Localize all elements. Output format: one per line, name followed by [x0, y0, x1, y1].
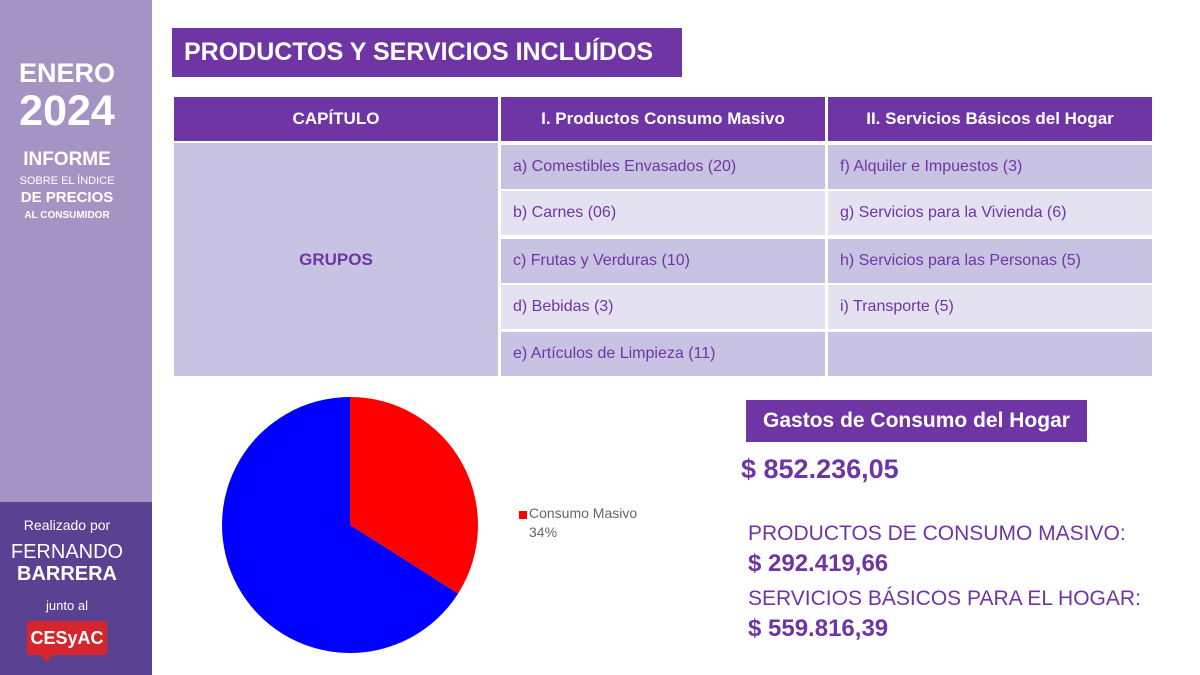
credits-label: Realizado por [23, 517, 111, 533]
consumption-pie-chart [221, 397, 478, 653]
report-label: INFORME [23, 149, 111, 170]
report-month: ENERO [18, 58, 116, 88]
pie-slice-other-1 [221, 397, 459, 653]
report-subtitle-1: SOBRE EL ÍNDICE [19, 175, 115, 187]
table-cell: f) Alquiler e Impuestos (3) [828, 145, 1152, 189]
header-productos: I. Productos Consumo Masivo [501, 97, 825, 141]
row-label-grupos: GRUPOS [174, 143, 498, 376]
author-first-name: FERNANDO [10, 541, 124, 563]
masivo-value: $ 292.419,66 [748, 550, 889, 577]
table-cell [828, 332, 1152, 376]
legend-label-consumo-masivo: Consumo Masivo [529, 505, 638, 521]
masivo-label: PRODUCTOS DE CONSUMO MASIVO: [748, 522, 1126, 545]
header-capitulo: CAPÍTULO [174, 97, 498, 141]
cesyac-logo: CESyAC [27, 621, 107, 655]
legend-swatch-consumo-masivo [519, 511, 527, 519]
page-title: PRODUCTOS Y SERVICIOS INCLUÍDOS [172, 28, 682, 77]
servicios-value: $ 559.816,39 [748, 615, 889, 642]
logo-tail-icon [40, 654, 54, 662]
table-cell: h) Servicios para las Personas (5) [828, 239, 1152, 283]
credits-with-label: junto al [46, 598, 88, 613]
table-cell: c) Frutas y Verduras (10) [501, 239, 825, 283]
table-cell: b) Carnes (06) [501, 191, 825, 235]
report-subtitle-3: AL CONSUMIDOR [24, 210, 110, 221]
report-subtitle-2: DE PRECIOS [20, 189, 114, 206]
table-cell: a) Comestibles Envasados (20) [501, 145, 825, 189]
pie-slice-consumo-masivo [350, 397, 478, 594]
author-last-name: BARRERA [17, 563, 117, 585]
table-cell: g) Servicios para la Vivienda (6) [828, 191, 1152, 235]
legend-pct-consumo-masivo: 34% [529, 524, 558, 540]
table-cell: d) Bebidas (3) [501, 285, 825, 329]
table-cell: e) Artículos de Limpieza (11) [501, 332, 825, 376]
header-servicios: II. Servicios Básicos del Hogar [828, 97, 1152, 141]
gastos-title: Gastos de Consumo del Hogar [746, 400, 1087, 442]
table-cell: i) Transporte (5) [828, 285, 1152, 329]
report-year: 2024 [19, 87, 115, 135]
servicios-label: SERVICIOS BÁSICOS PARA EL HOGAR: [748, 587, 1141, 610]
gastos-total-value: $ 852.236,05 [741, 454, 899, 484]
